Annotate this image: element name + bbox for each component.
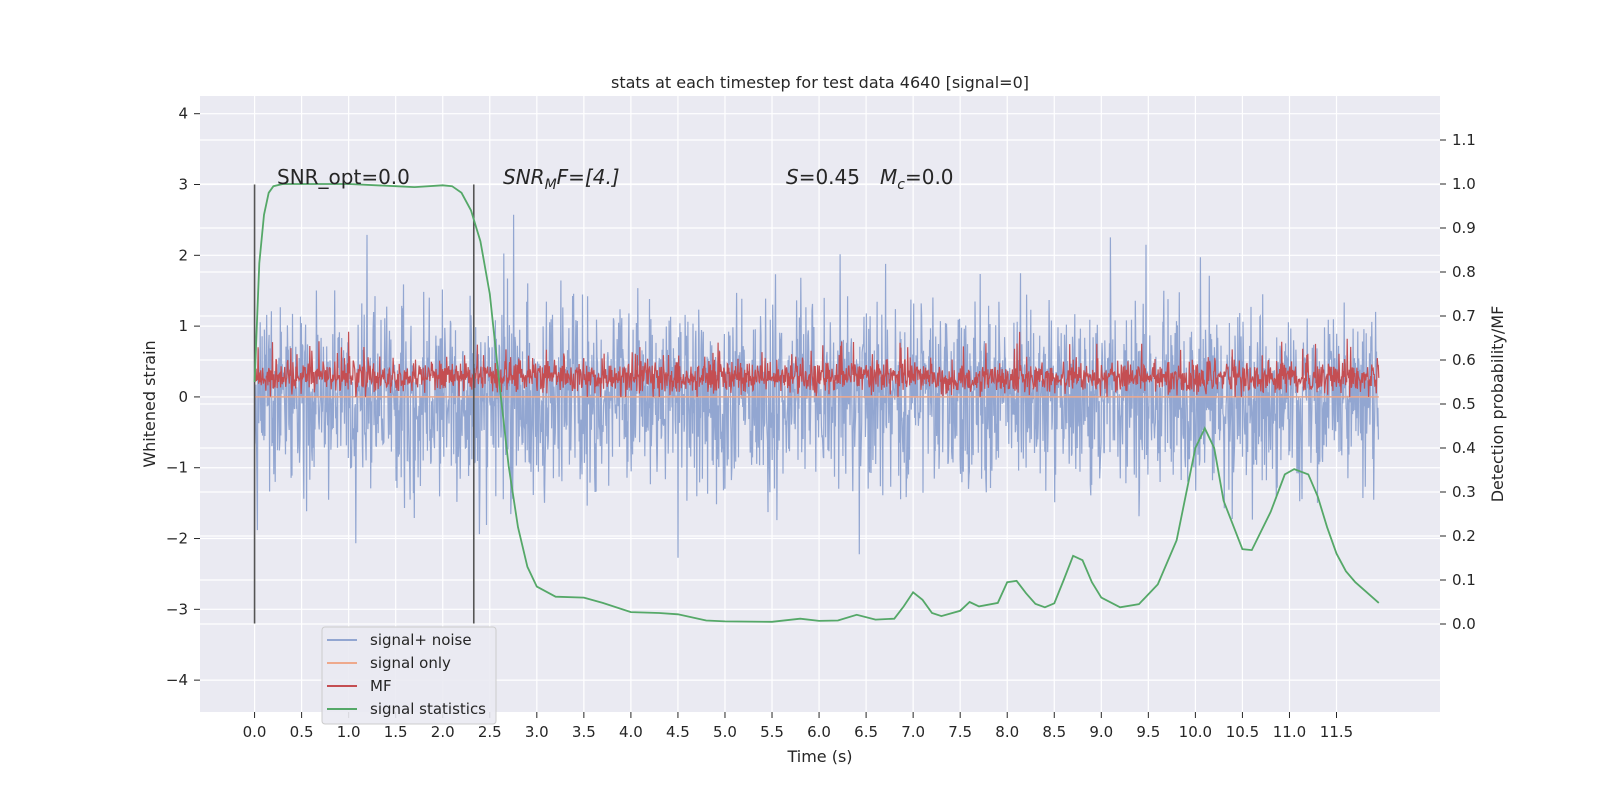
y-tick-label-right: 0.3: [1452, 483, 1476, 501]
x-tick-label: 5.0: [713, 723, 737, 741]
x-tick-label: 0.0: [243, 723, 267, 741]
x-tick-label: 9.0: [1089, 723, 1113, 741]
x-axis-label: Time (s): [786, 747, 852, 766]
legend-label-signal-noise: signal+ noise: [370, 631, 472, 649]
annotation-snr-mf: SNRMF=[4.]: [503, 165, 620, 193]
y-tick-label-right: 1.1: [1452, 131, 1476, 149]
annotation-snr-mf-rest: F=[4.]: [557, 165, 620, 189]
y-tick-label-left: 2: [178, 246, 188, 264]
axis-ticks: 0.0 0.5 1.0 1.5 2.0 2.5 3.0 3.5 4.0 4.5 5.0 5.5 6.0 6…: [166, 105, 1476, 741]
chart-title: stats at each timestep for test data 464…: [611, 73, 1029, 92]
x-tick-label: 6.5: [854, 723, 878, 741]
x-tick-label: 5.5: [760, 723, 784, 741]
x-tick-label: 2.5: [478, 723, 502, 741]
x-tick-label: 6.0: [807, 723, 831, 741]
y-tick-label-left: −4: [166, 671, 188, 689]
x-tick-label: 11.0: [1273, 723, 1306, 741]
y-tick-label-left: −3: [166, 600, 188, 618]
x-tick-label: 3.5: [572, 723, 596, 741]
x-tick-label: 8.0: [995, 723, 1019, 741]
x-tick-label: 2.0: [431, 723, 455, 741]
series-mf: [254, 331, 1380, 398]
annotation-s: S=0.45: [786, 165, 860, 189]
x-tick-label: 1.0: [337, 723, 361, 741]
annotation-mc: Mc=0.0: [880, 165, 954, 193]
y-tick-label-left: −2: [166, 530, 188, 548]
x-tick-label: 9.5: [1136, 723, 1160, 741]
y-tick-label-right: 0.4: [1452, 439, 1476, 457]
y-tick-label-right: 0.6: [1452, 351, 1476, 369]
y-tick-label-left: −1: [166, 459, 188, 477]
x-tick-label: 1.5: [384, 723, 408, 741]
y-axis-label-left: Whitened strain: [140, 340, 159, 467]
y-tick-label-right: 0.7: [1452, 307, 1476, 325]
annotation-mc-sub: c: [897, 177, 905, 193]
y-tick-label-right: 0.2: [1452, 527, 1476, 545]
legend: signal+ noise signal only MF signal stat…: [321, 626, 497, 725]
y-tick-label-right: 0.8: [1452, 263, 1476, 281]
annotation-snr-opt: SNR_opt=0.0: [277, 165, 410, 189]
x-tick-label: 3.0: [525, 723, 549, 741]
vertical-markers: [253, 184, 475, 624]
y-tick-label-right: 0.5: [1452, 395, 1476, 413]
y-tick-label-left: 0: [178, 388, 188, 406]
y-tick-label-right: 0.1: [1452, 571, 1476, 589]
legend-label-signal-only: signal only: [370, 654, 451, 672]
annotation-mc-rest: =0.0: [905, 165, 954, 189]
annotation-snr-mf-sub: M: [545, 177, 557, 193]
y-tick-label-right: 1.0: [1452, 175, 1476, 193]
x-tick-label: 10.5: [1226, 723, 1259, 741]
annotation-snr-mf-main: SNR: [503, 165, 545, 189]
x-tick-label: 10.0: [1179, 723, 1212, 741]
legend-label-mf: MF: [370, 677, 392, 695]
y-axis-label-right: Detection probability/MF: [1488, 306, 1507, 503]
y-tick-label-left: 1: [178, 317, 188, 335]
annotation-s-main: S: [786, 165, 799, 189]
y-tick-label-right: 0.0: [1452, 615, 1476, 633]
annotation-mc-main: M: [880, 165, 897, 189]
x-tick-label: 11.5: [1320, 723, 1353, 741]
annotation-s-rest: =0.45: [799, 165, 860, 189]
series-layer: [253, 183, 1380, 624]
y-tick-label-left: 4: [178, 105, 188, 123]
y-tick-label-right: 0.9: [1452, 219, 1476, 237]
x-tick-label: 4.5: [666, 723, 690, 741]
x-tick-label: 7.5: [948, 723, 972, 741]
x-tick-label: 0.5: [290, 723, 314, 741]
y-tick-label-left: 3: [178, 176, 188, 194]
x-tick-label: 7.0: [901, 723, 925, 741]
series-signal-statistics: [253, 183, 1380, 623]
legend-label-signal-statistics: signal statistics: [370, 700, 486, 718]
x-tick-label: 8.5: [1042, 723, 1066, 741]
legend-box: [321, 626, 497, 725]
x-tick-label: 4.0: [619, 723, 643, 741]
